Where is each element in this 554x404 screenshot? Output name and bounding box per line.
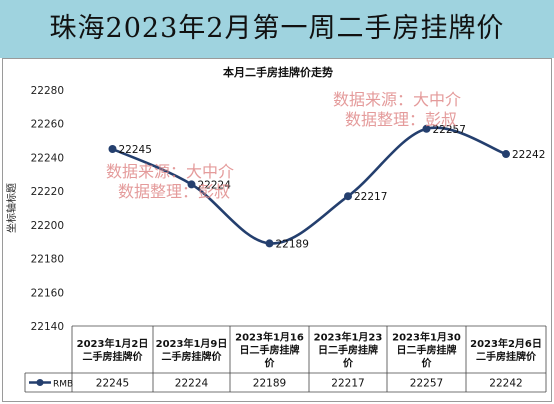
chart-title: 本月二手房挂牌价走势 [223,65,333,79]
watermark-1: 数据来源：大中介 数据整理：彭叔 [106,162,234,202]
legend-marker [36,379,44,386]
data-point-4 [422,124,431,133]
data-label-2: 22189 [276,238,309,250]
category-label-5-line-0: 2023年2月6日 [470,337,542,350]
category-label-0-line-1: 二手房挂牌价 [83,350,144,363]
category-label-2-line-2: 价 [265,358,276,370]
category-label-3-line-2: 价 [343,358,354,370]
table-value-5: 22242 [489,378,522,390]
watermark-2: 数据来源：大中介 数据整理：彭叔 [333,90,461,130]
chart-area [2,58,552,402]
title-banner [0,0,554,58]
watermark-2-line1: 数据来源：大中介 [333,90,462,109]
category-label-3-line-0: 2023年1月23 [314,331,383,344]
watermark-2-line2: 数据整理：彭叔 [345,110,458,129]
category-label-2-line-1: 日二手房挂牌 [240,344,300,357]
category-label-3-line-1: 日二手房挂牌 [318,344,378,357]
category-label-5-line-1: 二手房挂牌价 [476,350,537,363]
data-point-3 [344,192,352,201]
data-point-2 [265,239,274,248]
table-value-1: 22224 [175,378,209,390]
category-label-4-line-2: 价 [422,358,433,370]
y-tick-label-6: 22260 [31,119,64,131]
table-value-2: 22189 [253,378,286,390]
table-value-4: 22257 [410,378,443,390]
y-tick-label-0: 22140 [31,321,64,333]
watermark-1-line2: 数据整理：彭叔 [118,182,231,201]
table-value-3: 22217 [331,378,364,390]
data-label-3: 22217 [354,191,387,203]
y-tick-label-7: 22280 [31,85,64,97]
data-label-4: 22257 [433,124,466,136]
series-line-rmb [111,126,507,245]
category-label-2-line-0: 2023年1月16 [235,331,304,344]
category-label-4-line-1: 日二手房挂牌 [397,344,457,357]
data-label-0: 22245 [119,144,152,156]
y-axis-title: 坐标轴标题 [5,183,18,233]
data-label-1: 22224 [198,179,232,191]
data-label-5: 22242 [512,149,545,161]
table-value-0: 22245 [96,378,129,390]
y-tick-label-3: 22200 [31,220,64,232]
y-tick-label-2: 22180 [31,254,64,266]
watermark-1-line1: 数据来源：大中介 [106,162,235,181]
y-tick-label-4: 22220 [31,186,64,198]
page-title: 珠海2023年2月第一周二手房挂牌价 [49,13,505,44]
data-point-5 [502,150,510,159]
legend-label: RMB [53,380,73,390]
y-tick-label-5: 22240 [31,152,64,164]
category-label-1-line-1: 二手房挂牌价 [162,350,223,363]
category-label-4-line-0: 2023年1月30 [392,331,461,344]
data-point-0 [108,145,117,153]
category-label-0-line-0: 2023年1月2日 [77,337,149,350]
data-point-1 [187,180,196,189]
y-tick-label-1: 22160 [31,287,64,299]
category-label-1-line-0: 2023年1月9日 [156,337,228,350]
